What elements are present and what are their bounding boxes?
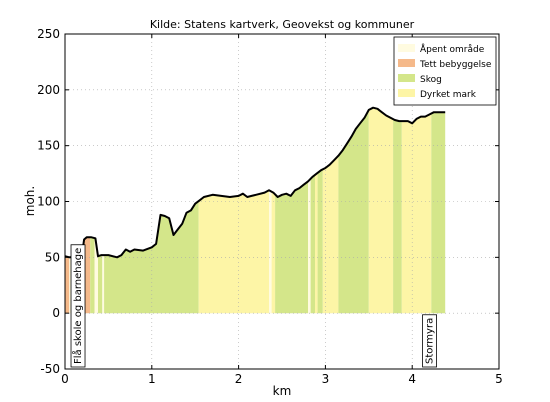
chart-title: Kilde: Statens kartverk, Geovekst og kom… [150, 18, 415, 31]
land-use-band [271, 191, 276, 314]
y-tick-label: -50 [40, 362, 60, 376]
annotation-box [422, 314, 437, 368]
legend-swatch [398, 74, 415, 82]
legend-entry-label: Dyrket mark [420, 90, 477, 100]
land-use-band [90, 237, 95, 314]
land-use-band [317, 169, 323, 314]
land-use-band [393, 119, 402, 314]
legend-entry-label: Skog [420, 75, 442, 85]
land-use-band [275, 181, 308, 314]
y-tick-label: 100 [37, 195, 60, 209]
land-use-band [94, 238, 98, 314]
legend-entry-label: Tett bebyggelse [419, 60, 492, 70]
annotation-label: Flå skole og barnehage [70, 244, 86, 368]
annotation-text: Flå skole og barnehage [71, 248, 84, 364]
land-use-band [65, 256, 70, 314]
x-tick-label: 2 [235, 372, 243, 386]
land-use-band [310, 174, 315, 314]
y-tick-label: 250 [37, 27, 60, 41]
land-use-bands [65, 107, 446, 314]
elevation-line [64, 106, 446, 259]
land-use-band [315, 172, 318, 314]
land-use-band [368, 107, 394, 314]
annotations: Flå skole og barnehage Stormyra [70, 244, 437, 368]
x-tick-label: 1 [148, 372, 156, 386]
x-tick-label: 3 [322, 372, 330, 386]
x-axis-label: km [273, 384, 292, 398]
legend-swatch [398, 59, 415, 67]
y-axis-label: moh. [23, 186, 37, 216]
y-tick-label: 0 [52, 306, 60, 320]
land-use-band [338, 109, 369, 314]
land-use-band [102, 255, 105, 314]
land-use-band [269, 190, 272, 314]
y-tick-label: 150 [37, 139, 60, 153]
grid-lines [65, 34, 499, 369]
y-tick-label: 200 [37, 83, 60, 97]
land-use-band [98, 255, 103, 314]
legend-swatch [398, 44, 415, 52]
x-tick-label: 5 [495, 372, 503, 386]
land-use-band [104, 201, 199, 314]
legend-swatch [398, 89, 415, 97]
land-use-band [308, 178, 311, 314]
annotation-label: Stormyra [422, 314, 437, 368]
annotation-box [70, 244, 86, 368]
land-use-band [198, 190, 269, 314]
y-axis-ticks: -50 0 50 100 150 200 250 [37, 27, 499, 376]
x-tick-label: 4 [408, 372, 416, 386]
land-use-band [322, 155, 339, 314]
land-use-band [431, 112, 446, 314]
legend-entry-label: Åpent område [420, 43, 485, 55]
annotation-text: Stormyra [425, 318, 436, 364]
legend: Åpent område Tett bebyggelse Skog Dyrket ma… [393, 36, 497, 106]
x-tick-label: 0 [61, 372, 69, 386]
land-use-band [401, 113, 432, 314]
y-tick-label: 50 [45, 250, 60, 264]
